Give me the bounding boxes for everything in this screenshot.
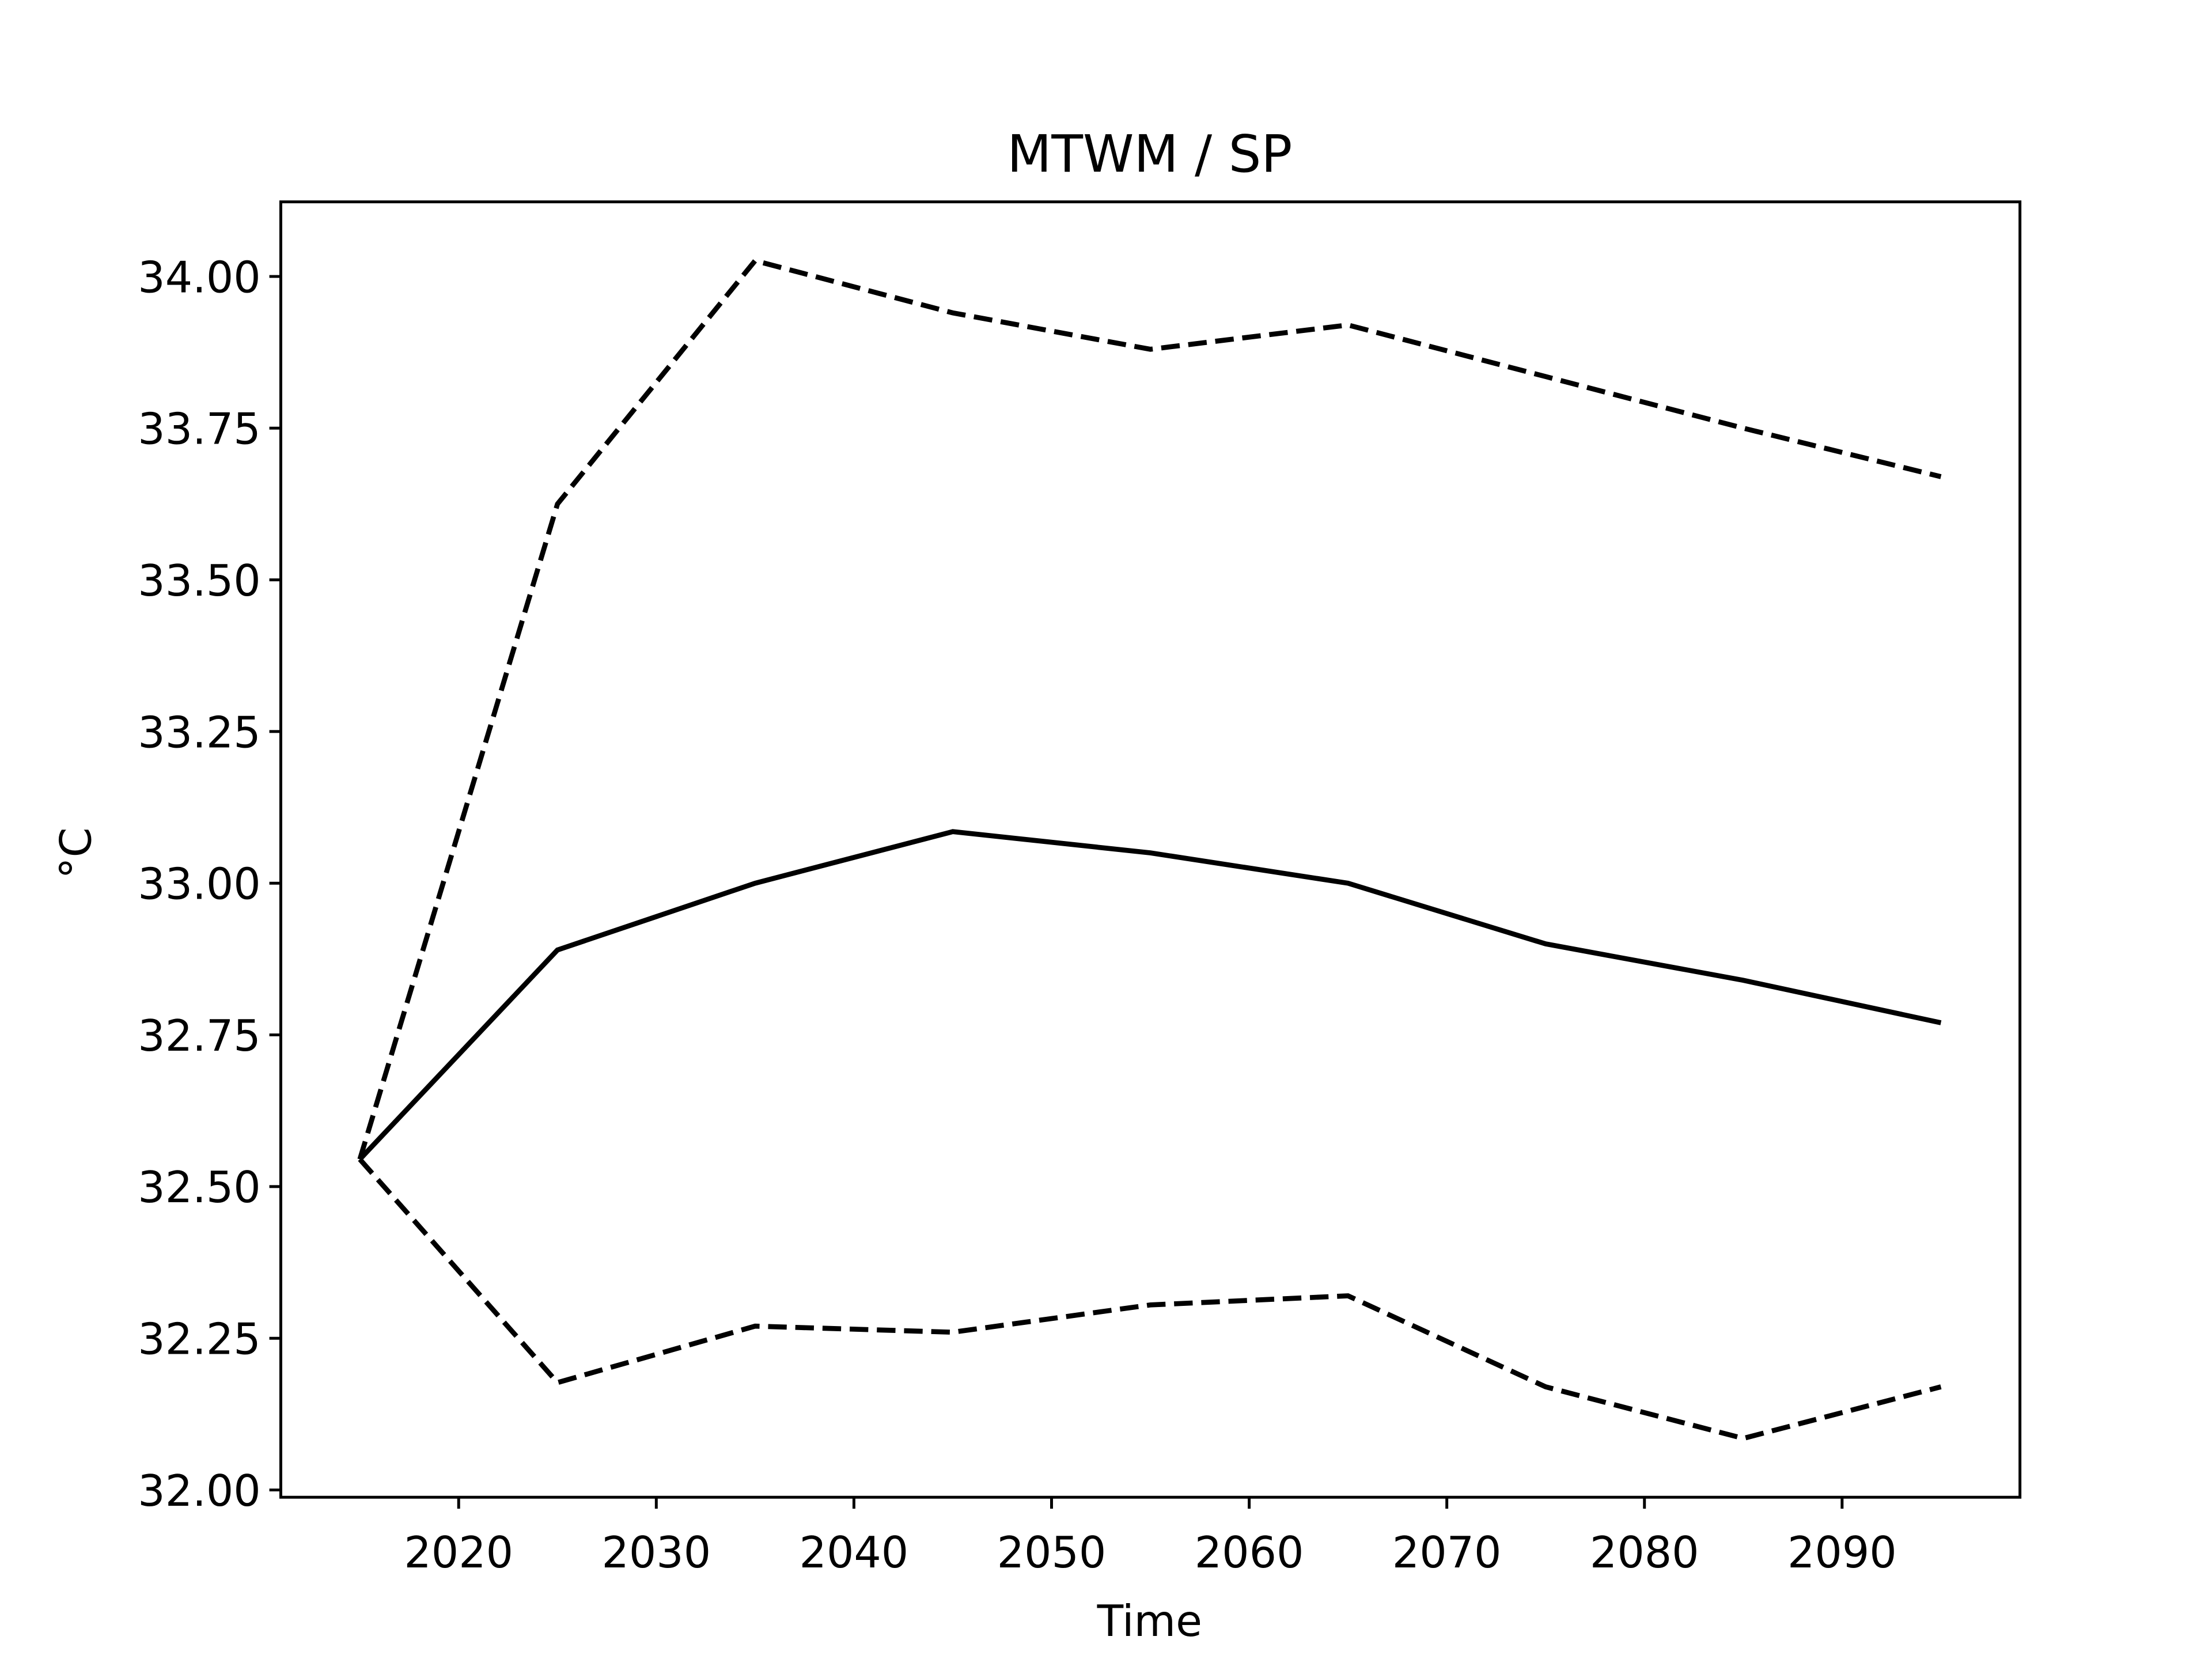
y-tick-label: 33.75 (138, 404, 260, 454)
x-tick-label: 2080 (1590, 1528, 1699, 1578)
plot-frame (279, 200, 2022, 1499)
chart-title: MTWM / SP (1007, 124, 1292, 184)
y-tick-label: 33.50 (138, 556, 260, 606)
y-tick-label: 32.50 (138, 1162, 260, 1213)
x-tick-label: 2040 (800, 1528, 909, 1578)
x-axis-label: Time (1097, 1596, 1202, 1646)
series-line (358, 829, 1942, 1161)
x-tick-label: 2070 (1392, 1528, 1502, 1578)
y-tick-label: 32.25 (138, 1315, 260, 1365)
x-tick-label: 2090 (1787, 1528, 1897, 1578)
x-tick-label: 2050 (997, 1528, 1107, 1578)
series-line (358, 1157, 1942, 1441)
y-tick-label: 32.75 (138, 1011, 260, 1061)
y-tick-label: 34.00 (138, 252, 260, 302)
x-tick-label: 2060 (1195, 1528, 1304, 1578)
y-tick-label: 33.00 (138, 859, 260, 910)
y-tick-label: 32.00 (138, 1466, 260, 1516)
x-tick-label: 2020 (404, 1528, 513, 1578)
x-tick-label: 2030 (601, 1528, 711, 1578)
y-tick-label: 33.25 (138, 707, 260, 757)
series-line (357, 257, 1942, 1160)
y-axis-label: °C (51, 827, 101, 878)
